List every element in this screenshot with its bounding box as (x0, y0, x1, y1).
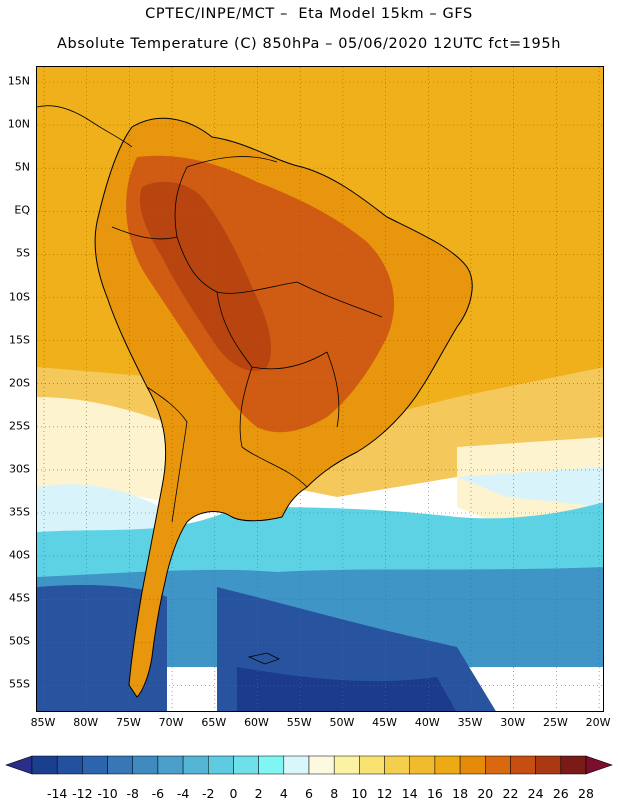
colorbar-swatch (459, 755, 486, 775)
colorbar-swatch (485, 755, 511, 775)
temperature-map (36, 66, 604, 712)
colorbar-tick-label: 4 (279, 786, 288, 801)
longitude-tick-label: 30W (500, 716, 526, 729)
temperature-colorbar (5, 755, 613, 775)
latitude-tick-label: 50S (9, 634, 30, 648)
colorbar-tick-label: 2 (254, 786, 263, 801)
colorbar-tick-label: 16 (426, 786, 443, 801)
colorbar-swatch (233, 755, 259, 775)
pale-cyan-band (37, 467, 603, 547)
title-line-1: CPTEC/INPE/MCT – Eta Model 15km – GFS (145, 6, 473, 22)
longitude-tick-label: 75W (115, 716, 141, 729)
colorbar-tick-label: -12 (72, 786, 93, 801)
colorbar-swatch (308, 755, 335, 775)
latitude-tick-label: 30S (9, 462, 30, 476)
colorbar-tick-label: -14 (46, 786, 68, 801)
colorbar-tick-label: 6 (305, 786, 313, 801)
longitude-tick-label: 25W (542, 716, 568, 729)
colorbar-swatch (107, 755, 133, 775)
colorbar-tick-label: -6 (151, 786, 165, 801)
latitude-tick-label: 10S (9, 290, 30, 303)
colorbar-underflow-arrow (5, 755, 33, 775)
latitude-tick-label: 40S (9, 548, 30, 562)
latitude-tick-label: 25S (9, 419, 30, 433)
longitude-tick-label: 60W (244, 716, 269, 729)
falkland-islands (247, 652, 281, 665)
graticule-grid (37, 67, 603, 711)
darkest-blue-band (237, 667, 456, 711)
latitude-tick-label: 10N (7, 117, 30, 131)
colorbar-swatch (434, 755, 461, 775)
latitude-tick-label: 35S (9, 505, 30, 519)
longitude-tick-label: 70W (158, 716, 184, 729)
colorbar-tick-label: 12 (376, 786, 393, 801)
latitude-tick-label: 45S (9, 591, 30, 605)
longitude-tick-label: 40W (414, 716, 440, 729)
latitude-tick-label: 15N (7, 74, 30, 88)
colorbar-swatch (182, 755, 209, 775)
colorbar-swatch (409, 755, 436, 775)
colorbar-swatch (208, 755, 234, 775)
colorbar-tick-label: -2 (202, 786, 215, 801)
colorbar-tick-label: 24 (527, 786, 544, 801)
longitude-tick-label: 65W (201, 716, 227, 729)
latitude-tick-label: 55S (9, 677, 30, 691)
longitude-tick-label: 20W (585, 716, 611, 729)
colorbar-tick-label: 20 (477, 786, 494, 801)
colorbar-swatch (258, 755, 285, 775)
colorbar-tick-label: -8 (126, 786, 139, 801)
colorbar-swatch (359, 755, 385, 775)
colorbar-swatch (157, 755, 184, 775)
colorbar-swatch (535, 755, 562, 775)
colorbar-tick-label: 14 (401, 786, 418, 801)
colorbar-swatch (56, 755, 83, 775)
central-america (37, 105, 133, 148)
coastline (94, 117, 473, 698)
latitude-tick-label: 5N (14, 160, 30, 174)
colorbar-tick-label: -4 (176, 786, 190, 801)
longitude-tick-label: 85W (30, 716, 56, 729)
latitude-tick-label: 20S (9, 376, 30, 390)
longitude-tick-label: 45W (372, 716, 398, 729)
colorbar-tick-label: 28 (578, 786, 594, 801)
colorbar-tick-label: 18 (452, 786, 469, 801)
latitude-tick-label: 15S (9, 333, 30, 347)
colorbar-tick-label: 0 (229, 786, 238, 801)
colorbar-swatch (333, 755, 360, 775)
colorbar-swatch (510, 755, 536, 775)
colorbar-tick-label: 26 (552, 786, 569, 801)
colorbar-swatch (560, 755, 587, 775)
colorbar-swatch (384, 755, 410, 775)
cyan-band (37, 502, 603, 587)
longitude-tick-label: 50W (329, 716, 355, 729)
colorbar-swatch (31, 755, 58, 775)
colorbar-swatch (132, 755, 159, 775)
latitude-tick-label: EQ (14, 203, 30, 217)
country-borders (111, 156, 383, 523)
core-hot-region (139, 181, 272, 371)
colorbar-tick-label: 22 (502, 786, 519, 801)
colorbar-tick-label: 8 (330, 786, 339, 801)
longitude-tick-label: 80W (73, 716, 99, 729)
longitude-tick-label: 55W (286, 716, 312, 729)
latitude-tick-label: 5S (16, 246, 30, 260)
colorbar-swatch (82, 755, 108, 775)
colorbar-overflow-arrow (585, 755, 613, 775)
colorbar-tick-label: -10 (97, 786, 118, 801)
longitude-tick-label: 35W (457, 716, 483, 729)
colorbar-tick-label: 10 (351, 786, 368, 801)
colorbar-swatch (283, 755, 310, 775)
title-line-2: Absolute Temperature (C) 850hPa – 05/06/… (57, 36, 561, 52)
